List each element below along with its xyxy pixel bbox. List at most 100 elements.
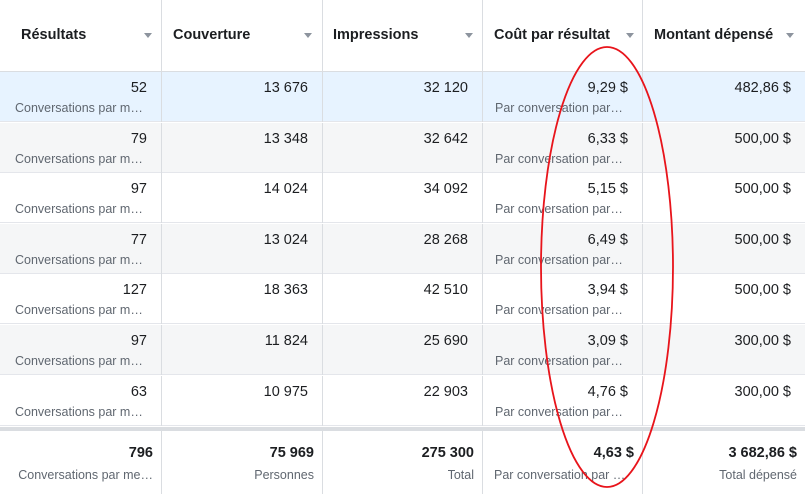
amount-spent-value: 500,00 $ [734, 130, 791, 147]
results-caption: Conversations par m… [15, 202, 143, 217]
impressions-value: 28 268 [423, 231, 468, 248]
results-caption: Conversations par m… [15, 354, 143, 368]
results-value: 77 [130, 231, 147, 248]
cost-per-result-cell: 4,76 $ Par conversation par… [483, 375, 643, 426]
total-results-caption: Conversations par me… [18, 468, 153, 482]
results-value: 97 [130, 333, 147, 349]
impressions-cell: 22 903 [323, 375, 483, 426]
cost-per-result-caption: Par conversation par… [495, 151, 623, 166]
results-caption: Conversations par m… [15, 404, 143, 419]
table-row[interactable]: 97 Conversations par m… 14 024 34 092 5,15 $… [0, 173, 805, 224]
reach-cell: 13 024 [162, 223, 323, 274]
amount-spent-cell: 500,00 $ [643, 224, 805, 274]
results-caption: Conversations par m… [15, 252, 143, 267]
total-cost-caption: Par conversation par … [494, 468, 626, 482]
amount-spent-cell: 500,00 $ [643, 173, 805, 223]
impressions-value: 42 510 [423, 282, 468, 299]
sort-arrow-icon[interactable] [144, 33, 152, 38]
reach-cell: 14 024 [162, 173, 323, 224]
results-cell: 97 Conversations par m… [0, 173, 162, 224]
column-header-reach[interactable]: Couverture [162, 0, 323, 71]
amount-spent-cell: 300,00 $ [643, 325, 805, 375]
cost-per-result-value: 3,09 $ [587, 333, 628, 349]
sort-arrow-icon[interactable] [626, 33, 634, 38]
results-cell: 97 Conversations par m… [0, 325, 162, 375]
table-row[interactable]: 127 Conversations par m… 18 363 42 510 3,94 … [0, 274, 805, 325]
reach-value: 11 824 [264, 333, 308, 349]
results-cell: 63 Conversations par m… [0, 375, 162, 426]
cost-per-result-cell: 3,94 $ Par conversation par… [483, 274, 643, 325]
impressions-value: 22 903 [423, 383, 468, 400]
amount-spent-value: 500,00 $ [734, 282, 791, 299]
total-results-value: 796 [128, 445, 153, 461]
cost-per-result-value: 4,76 $ [587, 383, 628, 400]
table-row[interactable]: 63 Conversations par m… 10 975 22 903 4,76 $… [0, 375, 805, 426]
reach-value: 13 676 [263, 80, 308, 96]
total-impressions-caption: Total [447, 468, 474, 482]
total-cost-cell: 4,63 $ Par conversation par … [483, 431, 643, 494]
total-reach-caption: Personnes [254, 468, 314, 482]
results-caption: Conversations par m… [15, 151, 143, 166]
sort-arrow-icon[interactable] [786, 33, 794, 38]
table-header: Résultats Couverture Impressions Coût pa… [0, 0, 805, 72]
amount-spent-cell: 500,00 $ [643, 123, 805, 173]
total-impressions-value: 275 300 [421, 445, 474, 461]
impressions-value: 25 690 [423, 333, 468, 349]
cost-per-result-cell: 6,33 $ Par conversation par… [483, 122, 643, 173]
column-header-label: Coût par résultat [494, 27, 611, 43]
cost-per-result-value: 9,29 $ [587, 80, 628, 96]
cost-per-result-caption: Par conversation par… [495, 354, 623, 368]
column-header-cost-per-result[interactable]: Coût par résultat [483, 0, 643, 71]
impressions-value: 32 120 [423, 80, 468, 96]
cost-per-result-caption: Par conversation par… [495, 202, 623, 217]
amount-spent-value: 482,86 $ [734, 80, 791, 96]
column-header-amount-spent[interactable]: Montant dépensé [643, 0, 805, 71]
sort-arrow-icon[interactable] [304, 33, 312, 38]
reach-value: 13 024 [263, 231, 308, 248]
total-spent-value: 3 682,86 $ [728, 445, 797, 461]
results-cell: 77 Conversations par m… [0, 223, 162, 274]
results-caption: Conversations par m… [15, 101, 143, 115]
reach-cell: 18 363 [162, 274, 323, 325]
table-row[interactable]: 79 Conversations par m… 13 348 32 642 6,33 $… [0, 122, 805, 173]
column-header-impressions[interactable]: Impressions [323, 0, 483, 71]
column-header-label: Couverture [173, 27, 251, 43]
impressions-cell: 28 268 [323, 223, 483, 274]
cost-per-result-caption: Par conversation par… [495, 404, 623, 419]
impressions-value: 32 642 [423, 130, 468, 147]
table-row[interactable]: 97 Conversations par m… 11 824 25 690 3,09 $… [0, 325, 805, 375]
cost-per-result-cell: 3,09 $ Par conversation par… [483, 325, 643, 375]
reach-cell: 13 348 [162, 122, 323, 173]
amount-spent-value: 300,00 $ [734, 383, 791, 400]
results-cell: 52 Conversations par m… [0, 72, 162, 122]
amount-spent-value: 300,00 $ [734, 333, 791, 349]
impressions-cell: 32 642 [323, 122, 483, 173]
results-value: 63 [130, 383, 147, 400]
impressions-cell: 34 092 [323, 173, 483, 224]
column-header-label: Impressions [333, 27, 419, 43]
reach-cell: 13 676 [162, 72, 323, 122]
sort-arrow-icon[interactable] [465, 33, 473, 38]
total-cost-value: 4,63 $ [593, 445, 634, 461]
cost-per-result-value: 6,49 $ [587, 231, 628, 248]
results-value: 127 [122, 282, 147, 299]
table-row[interactable]: 77 Conversations par m… 13 024 28 268 6,49 $… [0, 223, 805, 274]
impressions-cell: 32 120 [323, 72, 483, 122]
column-header-label: Résultats [21, 27, 87, 43]
total-results-cell: 796 Conversations par me… [0, 431, 162, 494]
column-header-label: Montant dépensé [654, 27, 774, 43]
reach-value: 18 363 [263, 282, 308, 299]
reach-value: 14 024 [263, 181, 308, 198]
table-row[interactable]: 52 Conversations par m… 13 676 32 120 9,29 $… [0, 72, 805, 122]
cost-per-result-caption: Par conversation par… [495, 101, 623, 115]
cost-per-result-cell: 9,29 $ Par conversation par… [483, 72, 643, 122]
column-header-results[interactable]: Résultats [0, 0, 162, 71]
cost-per-result-caption: Par conversation par… [495, 252, 623, 267]
reach-cell: 11 824 [162, 325, 323, 375]
cost-per-result-value: 5,15 $ [587, 181, 628, 198]
amount-spent-value: 500,00 $ [734, 231, 791, 248]
reach-value: 13 348 [263, 130, 308, 147]
impressions-cell: 25 690 [323, 325, 483, 375]
cost-per-result-cell: 6,49 $ Par conversation par… [483, 223, 643, 274]
